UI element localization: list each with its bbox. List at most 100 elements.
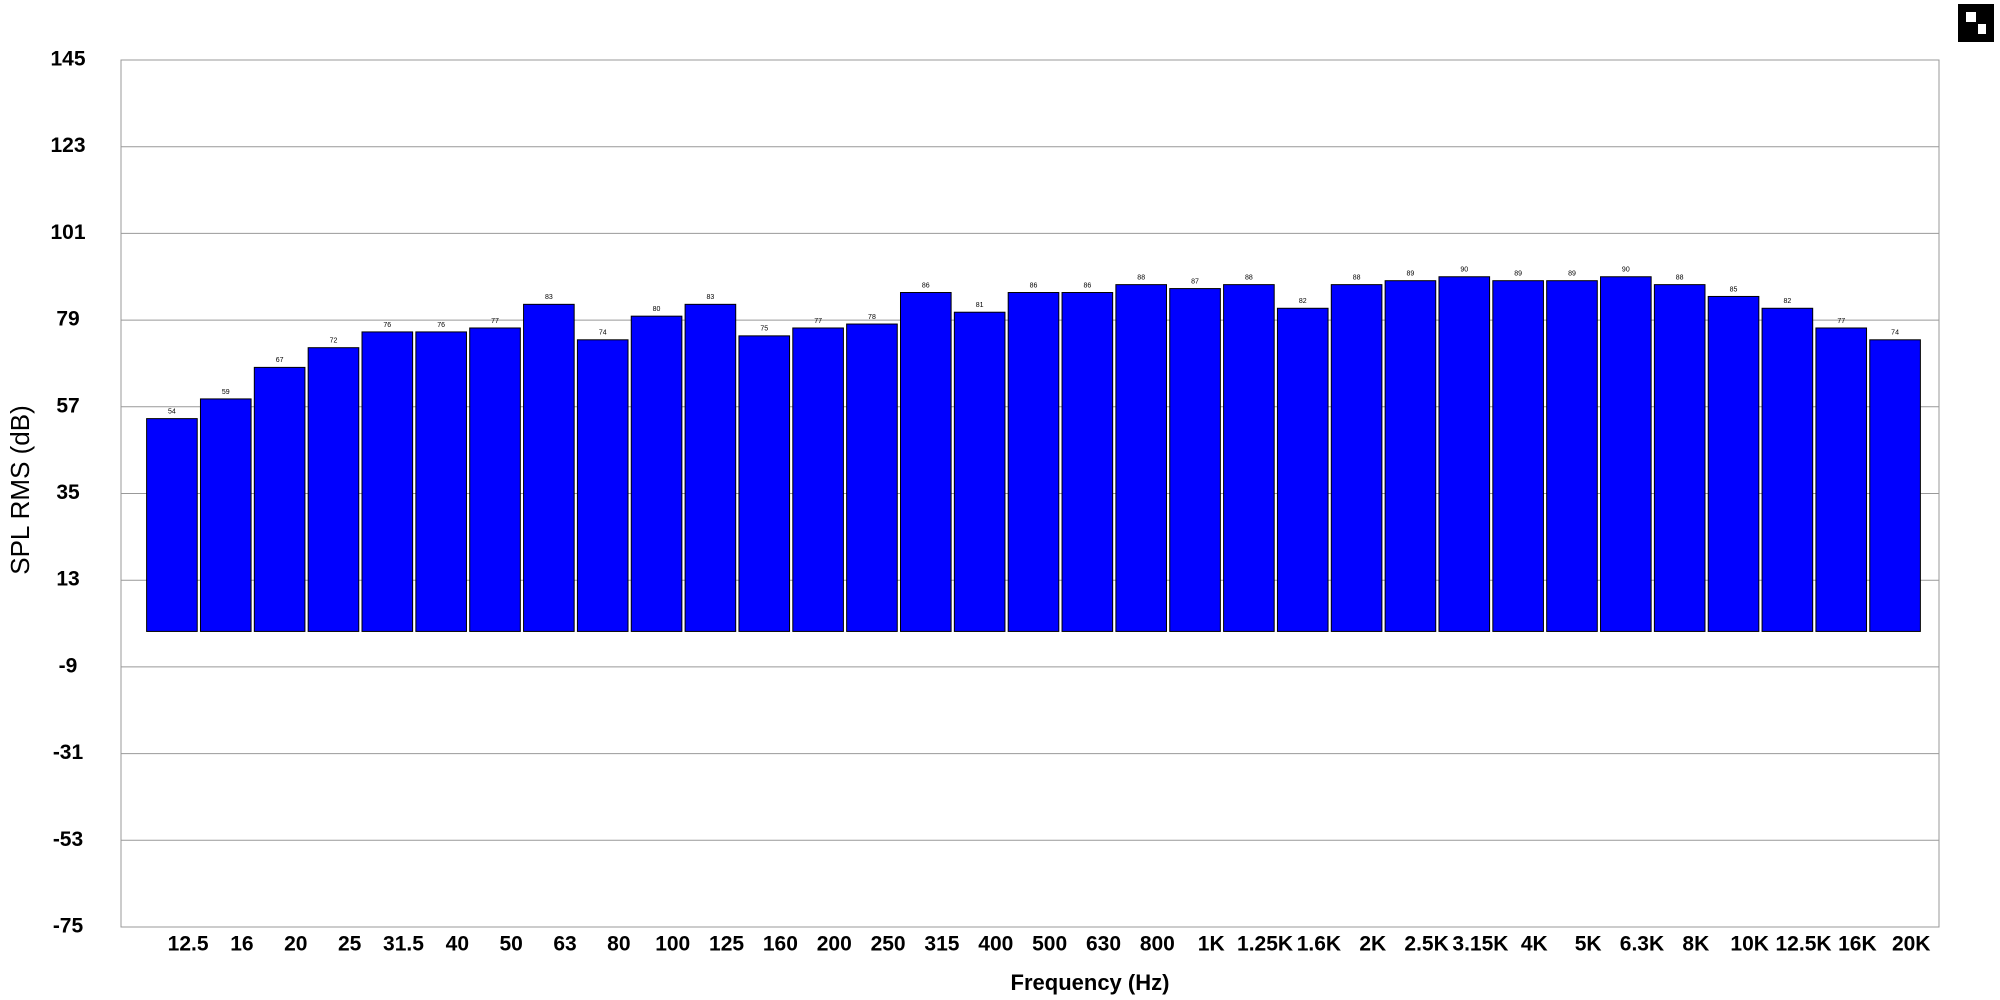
x-tick-label: 20 <box>284 933 307 956</box>
value-label: 74 <box>599 330 607 337</box>
x-tick-label: 100 <box>655 933 690 956</box>
bar <box>630 315 683 632</box>
bar <box>523 303 575 632</box>
value-label: 86 <box>1030 282 1038 289</box>
x-tick-label: 50 <box>499 933 522 956</box>
value-label: 89 <box>1568 271 1576 278</box>
x-tick-label: 8K <box>1682 933 1709 956</box>
bar <box>1007 292 1060 632</box>
y-axis-title: SPL RMS (dB) <box>5 405 35 575</box>
x-tick-label: 5K <box>1575 933 1602 956</box>
x-tick-label: 40 <box>446 933 469 956</box>
value-label: 88 <box>1245 274 1253 281</box>
x-tick-label: 1.25K <box>1237 933 1293 956</box>
bar <box>1115 284 1168 632</box>
bar <box>1061 292 1114 632</box>
icon-detail <box>1966 12 1976 22</box>
value-label: 88 <box>1353 274 1361 281</box>
x-tick-label: 16 <box>230 933 253 956</box>
bar <box>1438 276 1491 632</box>
value-label: 85 <box>1730 286 1738 293</box>
icon-detail <box>1978 24 1986 34</box>
bar <box>1384 280 1437 632</box>
bar <box>361 331 414 632</box>
x-tick-label: 1.6K <box>1297 933 1341 956</box>
value-label: 77 <box>491 318 499 325</box>
value-label: 54 <box>168 408 176 415</box>
x-tick-label: 4K <box>1521 933 1548 956</box>
value-label: 83 <box>707 294 715 301</box>
value-label: 86 <box>1083 282 1091 289</box>
x-tick-label: 630 <box>1086 933 1121 956</box>
x-tick-label: 315 <box>924 933 959 956</box>
bar <box>199 398 252 632</box>
x-tick-label: 200 <box>817 933 852 956</box>
x-tick-label: 1K <box>1198 933 1225 956</box>
x-tick-label: 160 <box>763 933 798 956</box>
value-label: 90 <box>1460 267 1468 274</box>
x-tick-label: 125 <box>709 933 744 956</box>
bar <box>1276 307 1329 632</box>
value-label: 89 <box>1514 271 1522 278</box>
bar <box>415 331 467 632</box>
y-tick-label: 145 <box>50 48 85 71</box>
value-label: 83 <box>545 294 553 301</box>
value-label: 75 <box>760 326 768 333</box>
bar <box>307 347 360 632</box>
bar <box>846 323 898 632</box>
value-label: 90 <box>1622 267 1630 274</box>
value-label: 86 <box>922 282 930 289</box>
bar <box>576 339 629 632</box>
bar <box>1761 307 1814 632</box>
value-label: 87 <box>1191 278 1199 285</box>
value-label: 82 <box>1783 298 1791 305</box>
bar <box>1653 284 1706 632</box>
bar <box>684 303 737 632</box>
value-label: 77 <box>814 318 822 325</box>
x-tick-label: 800 <box>1140 933 1175 956</box>
bar <box>1169 288 1221 632</box>
y-tick-label: 123 <box>50 134 85 157</box>
bar <box>1707 295 1760 632</box>
x-tick-label: 2K <box>1359 933 1386 956</box>
bar <box>1600 276 1652 632</box>
value-label: 82 <box>1299 298 1307 305</box>
x-tick-label: 250 <box>871 933 906 956</box>
value-label: 74 <box>1891 330 1899 337</box>
bar <box>146 418 198 632</box>
y-tick-label: 35 <box>56 481 80 504</box>
bar <box>1815 327 1868 632</box>
bar <box>1546 280 1598 632</box>
bar <box>469 327 521 632</box>
x-tick-label: 10K <box>1730 933 1769 956</box>
value-label: 89 <box>1407 271 1415 278</box>
bar <box>1330 284 1383 632</box>
y-tick-label: 13 <box>56 568 79 591</box>
y-tick-label: 101 <box>50 221 85 244</box>
bar <box>953 311 1006 632</box>
icon[interactable] <box>1958 4 1994 42</box>
bar <box>253 366 306 632</box>
x-axis-title: Frequency (Hz) <box>1011 970 1170 995</box>
value-label: 59 <box>222 389 230 396</box>
value-label: 88 <box>1676 274 1684 281</box>
x-tick-label: 2.5K <box>1404 933 1448 956</box>
value-label: 78 <box>868 314 876 321</box>
y-tick-label: -9 <box>59 654 78 677</box>
bar <box>792 327 844 632</box>
value-label: 67 <box>276 357 284 364</box>
value-label: 81 <box>976 302 984 309</box>
value-label: 77 <box>1837 318 1845 325</box>
y-tick-label: 57 <box>56 394 79 417</box>
x-tick-label: 12.5K <box>1776 933 1832 956</box>
y-tick-label: 79 <box>56 308 79 331</box>
x-tick-label: 12.5 <box>168 933 209 956</box>
bar <box>738 335 791 632</box>
x-tick-label: 500 <box>1032 933 1067 956</box>
x-tick-label: 31.5 <box>383 933 424 956</box>
bar <box>899 292 952 632</box>
y-tick-label: -53 <box>53 828 83 851</box>
bar <box>1869 339 1921 632</box>
x-tick-label: 3.15K <box>1452 933 1508 956</box>
